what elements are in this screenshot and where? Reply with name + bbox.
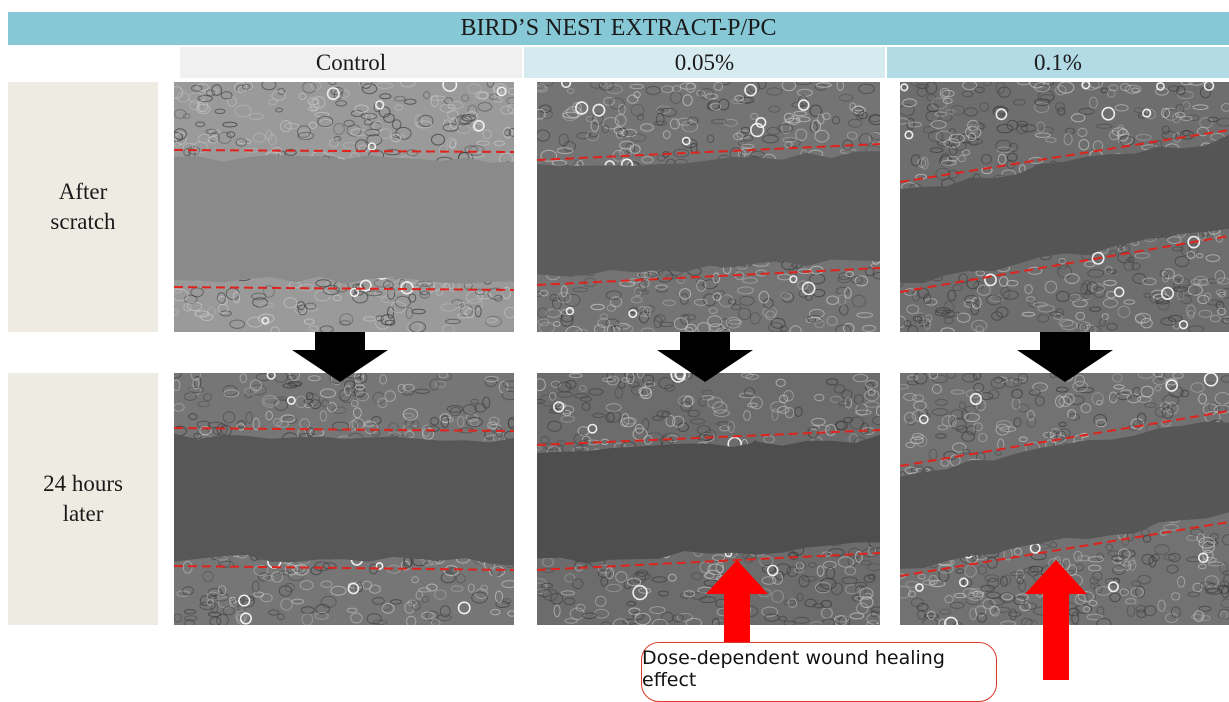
- figure-title-text: BIRD’S NEST EXTRACT-P/PC: [460, 15, 776, 42]
- step-arrow-control: [290, 332, 390, 384]
- column-header-control: Control: [180, 47, 522, 78]
- dose-dependent-note-text: Dose-dependent wound healing effect: [642, 647, 996, 701]
- panel-0-1-after-scratch: [900, 82, 1229, 332]
- column-header-0-1-label: 0.1%: [1034, 50, 1082, 76]
- step-arrow-0-05: [655, 332, 755, 384]
- column-header-0-05-percent: 0.05%: [524, 47, 885, 78]
- panel-control-after-scratch: [174, 82, 514, 332]
- column-header-0-1-percent: 0.1%: [887, 47, 1229, 78]
- column-header-0-05-label: 0.05%: [675, 50, 734, 76]
- column-header-control-label: Control: [316, 50, 386, 76]
- row-label-after-scratch-line1: After: [50, 177, 115, 207]
- row-label-24-hours-line1: 24 hours: [43, 469, 123, 499]
- panel-0-05-after-scratch: [537, 82, 880, 332]
- step-arrow-0-1: [1015, 332, 1115, 384]
- healing-arrow-0-1: [1023, 560, 1089, 680]
- row-label-24-hours-line2: later: [43, 499, 123, 529]
- row-label-after-scratch: After scratch: [8, 82, 158, 332]
- row-label-24-hours-later: 24 hours later: [8, 373, 158, 625]
- row-label-after-scratch-line2: scratch: [50, 207, 115, 237]
- panel-control-24h: [174, 373, 514, 625]
- figure-title: BIRD’S NEST EXTRACT-P/PC: [8, 12, 1229, 45]
- dose-dependent-note: Dose-dependent wound healing effect: [641, 642, 997, 702]
